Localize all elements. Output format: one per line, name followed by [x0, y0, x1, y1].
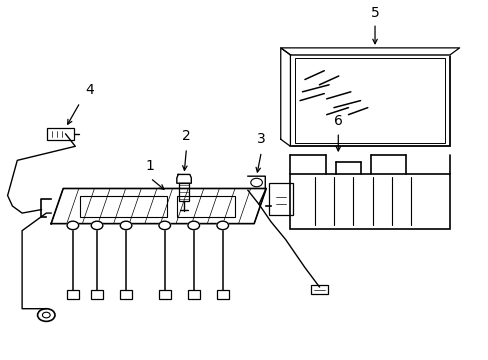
Text: 2: 2 — [182, 129, 190, 143]
Text: 6: 6 — [333, 114, 342, 128]
Circle shape — [217, 221, 228, 230]
Circle shape — [91, 221, 102, 230]
Bar — [290, 174, 449, 229]
Bar — [120, 291, 132, 299]
Bar — [310, 285, 327, 294]
Circle shape — [120, 221, 132, 230]
Polygon shape — [280, 48, 459, 55]
Polygon shape — [51, 189, 265, 224]
Bar — [47, 128, 74, 140]
Bar — [217, 291, 228, 299]
Text: 3: 3 — [257, 132, 265, 146]
Bar — [187, 291, 199, 299]
Bar — [290, 55, 449, 146]
Bar — [159, 291, 170, 299]
Bar — [91, 291, 102, 299]
Circle shape — [187, 221, 199, 230]
Polygon shape — [280, 48, 290, 146]
Text: 1: 1 — [145, 159, 154, 173]
Bar — [179, 183, 188, 201]
Bar — [80, 195, 167, 217]
Circle shape — [67, 221, 79, 230]
Text: 5: 5 — [370, 6, 379, 20]
Text: 4: 4 — [85, 83, 94, 97]
Bar — [67, 291, 79, 299]
Bar — [268, 183, 292, 215]
Circle shape — [159, 221, 170, 230]
Bar — [295, 58, 444, 143]
Bar — [177, 195, 234, 217]
